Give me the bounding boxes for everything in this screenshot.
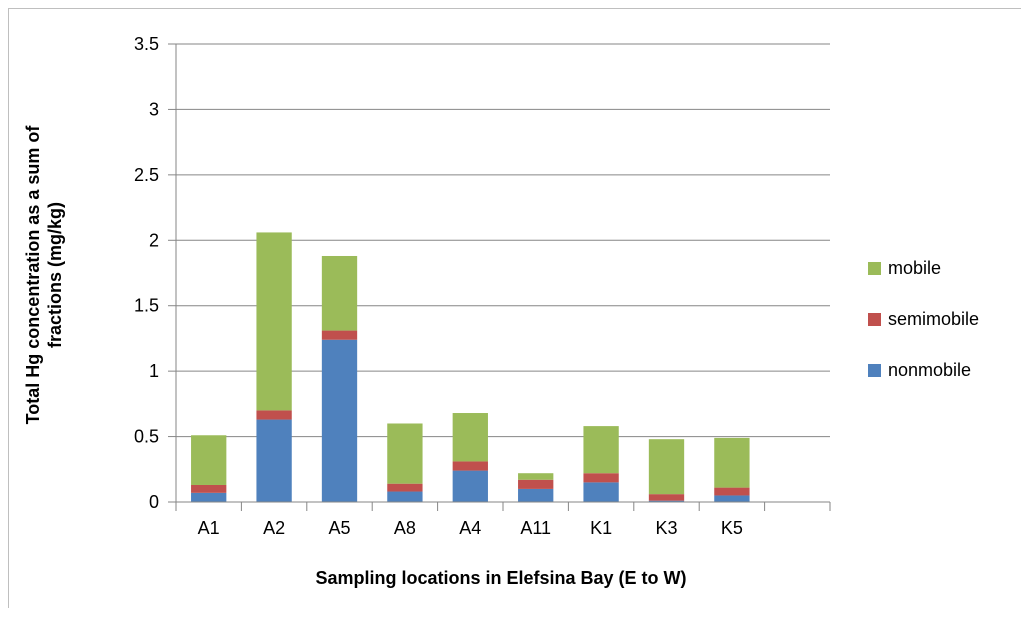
bar-semimobile-A5 <box>321 330 358 340</box>
bars <box>191 232 750 502</box>
y-tick-label: 2 <box>149 230 159 250</box>
legend-swatch-semimobile <box>868 312 881 326</box>
bar-mobile-A5 <box>321 255 358 331</box>
bar-semimobile-A2 <box>256 410 292 420</box>
y-tick-label: 3.5 <box>134 34 159 54</box>
chart-frame <box>8 8 1021 608</box>
bar-semimobile-A4 <box>452 461 488 471</box>
x-tick-labels: A1 A2 A5 A8 A4 A11 K1 K3 K5 <box>198 518 743 538</box>
legend: mobile semimobile nonmobile <box>868 254 979 407</box>
bar-mobile-A11 <box>518 473 554 480</box>
bar-mobile-A1 <box>191 435 227 485</box>
legend-label-semimobile: semimobile <box>888 308 980 329</box>
bar-nonmobile-A1 <box>191 492 227 502</box>
y-tick-label: 1.5 <box>134 296 159 316</box>
axes <box>168 43 831 511</box>
legend-label-mobile: mobile <box>888 257 942 278</box>
y-tick-label: 0 <box>149 492 159 512</box>
y-tick-label: 3 <box>149 99 159 119</box>
y-tick-labels: 0 0.5 1 1.5 2 2.5 3 3.5 <box>134 34 159 512</box>
x-tick-label: A8 <box>394 518 416 538</box>
legend-swatch-nonmobile <box>868 363 881 377</box>
bar-nonmobile-K5 <box>714 495 750 502</box>
x-tick-label: K1 <box>590 518 612 538</box>
bar-nonmobile-A5 <box>321 339 358 502</box>
bar-mobile-A4 <box>452 413 488 462</box>
legend-label-nonmobile: nonmobile <box>888 359 972 380</box>
x-tick-label: K5 <box>721 518 743 538</box>
bar-semimobile-K5 <box>714 487 750 496</box>
legend-item-nonmobile: nonmobile <box>868 356 979 384</box>
bar-mobile-A2 <box>256 232 292 411</box>
y-tick-label: 1 <box>149 361 159 381</box>
x-tick-label: A5 <box>328 518 350 538</box>
bar-semimobile-K1 <box>583 473 619 483</box>
bar-nonmobile-K1 <box>583 482 619 502</box>
gridlines <box>176 43 830 438</box>
bar-semimobile-A11 <box>518 479 554 489</box>
legend-swatch-mobile <box>868 261 881 275</box>
bar-mobile-A8 <box>387 423 423 484</box>
y-tick-label: 2.5 <box>134 165 159 185</box>
x-tick-label: K3 <box>655 518 677 538</box>
bar-nonmobile-K3 <box>648 500 685 502</box>
bar-mobile-K1 <box>583 426 619 474</box>
bar-nonmobile-A8 <box>387 491 423 502</box>
y-axis-title-line1: Total Hg concentration as a sum of <box>23 125 43 425</box>
bar-mobile-K5 <box>714 437 750 488</box>
x-tick-label: A2 <box>263 518 285 538</box>
y-axis-title-line2: fractions (mg/kg) <box>45 202 65 348</box>
bar-nonmobile-A4 <box>452 470 488 502</box>
bar-semimobile-K3 <box>648 494 685 501</box>
bar-nonmobile-A2 <box>256 419 292 502</box>
x-axis-title: Sampling locations in Elefsina Bay (E to… <box>315 568 686 588</box>
bar-nonmobile-A11 <box>518 488 554 502</box>
legend-item-semimobile: semimobile <box>868 305 979 333</box>
bar-semimobile-A8 <box>387 483 423 492</box>
legend-item-mobile: mobile <box>868 254 979 282</box>
x-tick-label: A4 <box>459 518 481 538</box>
x-tick-label: A11 <box>520 518 551 538</box>
y-tick-label: 0.5 <box>134 427 159 447</box>
x-tick-label: A1 <box>198 518 220 538</box>
bar-semimobile-A1 <box>191 484 227 493</box>
bar-mobile-K3 <box>648 439 685 495</box>
